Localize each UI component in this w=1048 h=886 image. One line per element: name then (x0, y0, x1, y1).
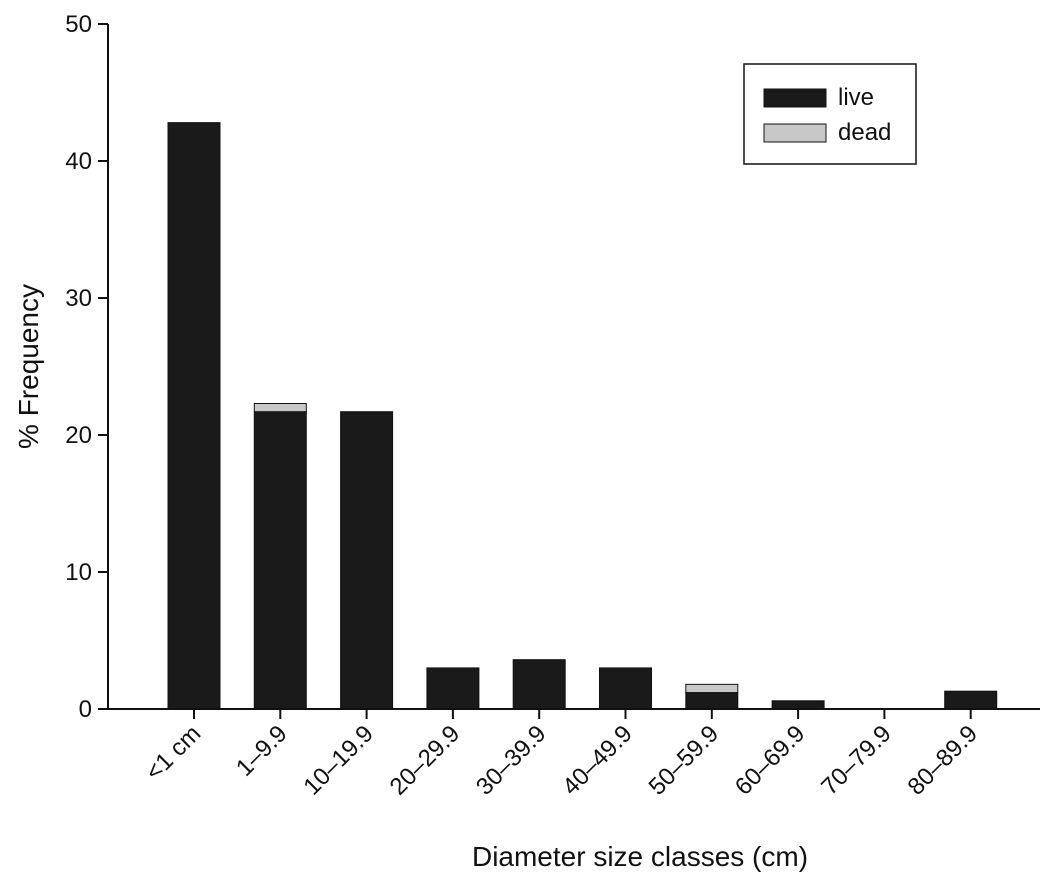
x-tick-label: 30–39.9 (471, 720, 551, 800)
legend-label-dead: dead (838, 119, 891, 146)
y-tick-label: 20 (65, 422, 92, 449)
bar-dead-50-59-9 (685, 683, 739, 694)
bar-live-1-9-9 (253, 411, 307, 710)
y-axis-title: % Frequency (13, 284, 44, 449)
x-tick-label: 20–29.9 (385, 720, 465, 800)
y-ticks-group: 0 10 20 30 40 50 (65, 11, 108, 723)
bar-live-10-19-9 (340, 411, 394, 710)
bar-live-30-39-9 (512, 659, 566, 710)
x-tick-label: <1 cm (140, 720, 206, 786)
x-axis-title: Diameter size classes (cm) (472, 841, 808, 872)
bar-live-1-cm (167, 122, 221, 710)
bar-live-60-69-9 (771, 700, 825, 710)
y-tick-label: 0 (79, 696, 92, 723)
legend-swatch-dead (763, 123, 827, 143)
bar-live-80-89-9 (944, 690, 998, 710)
y-tick-label: 10 (65, 559, 92, 586)
y-tick-label: 50 (65, 11, 92, 38)
bars-group (167, 122, 998, 710)
legend-box (743, 63, 917, 165)
x-tick-label: 40–49.9 (557, 720, 637, 800)
y-tick-label: 40 (65, 148, 92, 175)
x-tick-label: 70–79.9 (816, 720, 896, 800)
x-ticks-group: <1 cm 1–9.9 10–19.9 20–29.9 30–39.9 40–49.9 50… (140, 709, 983, 801)
bar-live-40-49-9 (599, 667, 652, 710)
x-tick-label: 1–9.9 (231, 720, 293, 782)
bar-live-20-29-9 (426, 667, 480, 710)
x-tick-label: 80–89.9 (902, 720, 982, 800)
legend-label-live: live (838, 84, 874, 111)
bar-live-50-59-9 (685, 692, 739, 710)
legend-swatch-live (763, 88, 827, 108)
x-tick-label: 50–59.9 (644, 720, 724, 800)
x-tick-label: 60–69.9 (730, 720, 810, 800)
x-tick-label: 10–19.9 (298, 720, 378, 800)
y-tick-label: 30 (65, 285, 92, 312)
bar-dead-1-9-9 (253, 402, 307, 413)
legend: live dead (743, 63, 917, 165)
